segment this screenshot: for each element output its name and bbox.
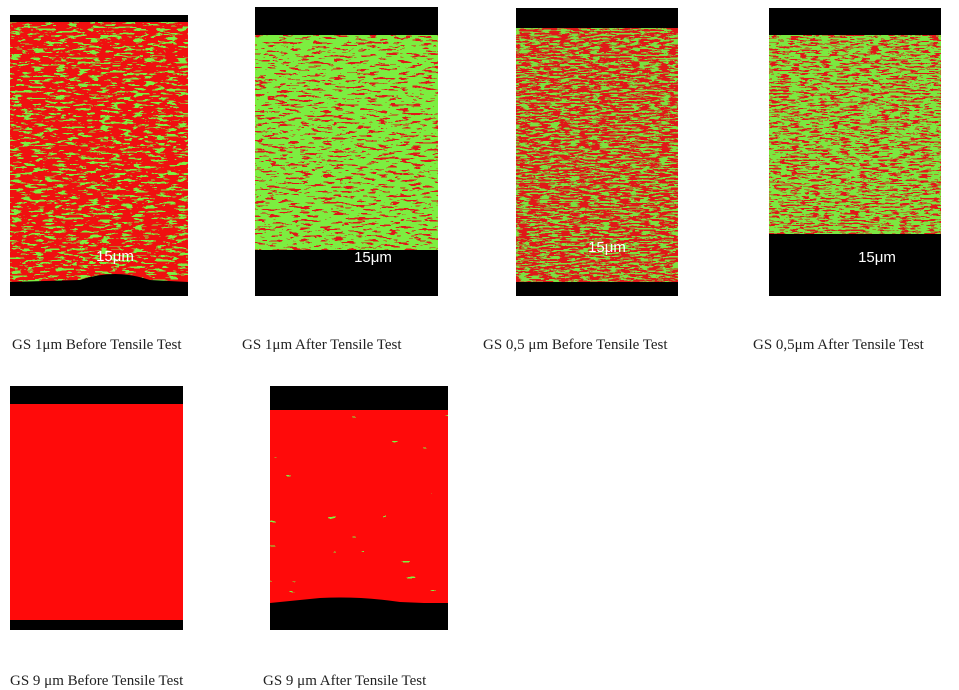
scale-label: 15μm <box>354 249 392 266</box>
micrograph-texture <box>270 410 448 603</box>
panel: GS 9 μm Before Tensile Test <box>10 386 184 689</box>
micrograph <box>10 404 183 620</box>
caption: GS 9 μm Before Tensile Test <box>10 673 184 689</box>
caption: GS 1μm After Tensile Test <box>242 337 402 353</box>
scale-label: 15μm <box>96 248 134 265</box>
panel: 15μm GS 1μm Before Tensile Test <box>10 15 188 353</box>
scale-label: 15μm <box>858 249 896 266</box>
micrograph-texture <box>10 22 188 282</box>
panel: 15μm GS 0,5 μm Before Tensile Test <box>483 8 678 353</box>
caption: GS 0,5 μm Before Tensile Test <box>483 337 668 353</box>
micrograph-texture <box>255 35 438 250</box>
figure: 15μm GS 1μm Before Tensile Test 15μm GS … <box>0 0 959 690</box>
caption: GS 1μm Before Tensile Test <box>12 337 182 353</box>
panel: GS 9 μm After Tensile Test <box>263 386 448 689</box>
panel: 15μm GS 1μm After Tensile Test <box>242 7 438 353</box>
micrograph-texture <box>769 35 941 234</box>
caption: GS 0,5μm After Tensile Test <box>753 337 925 353</box>
panel: 15μm GS 0,5μm After Tensile Test <box>753 8 941 353</box>
caption: GS 9 μm After Tensile Test <box>263 673 427 689</box>
scale-label: 15μm <box>588 239 626 256</box>
